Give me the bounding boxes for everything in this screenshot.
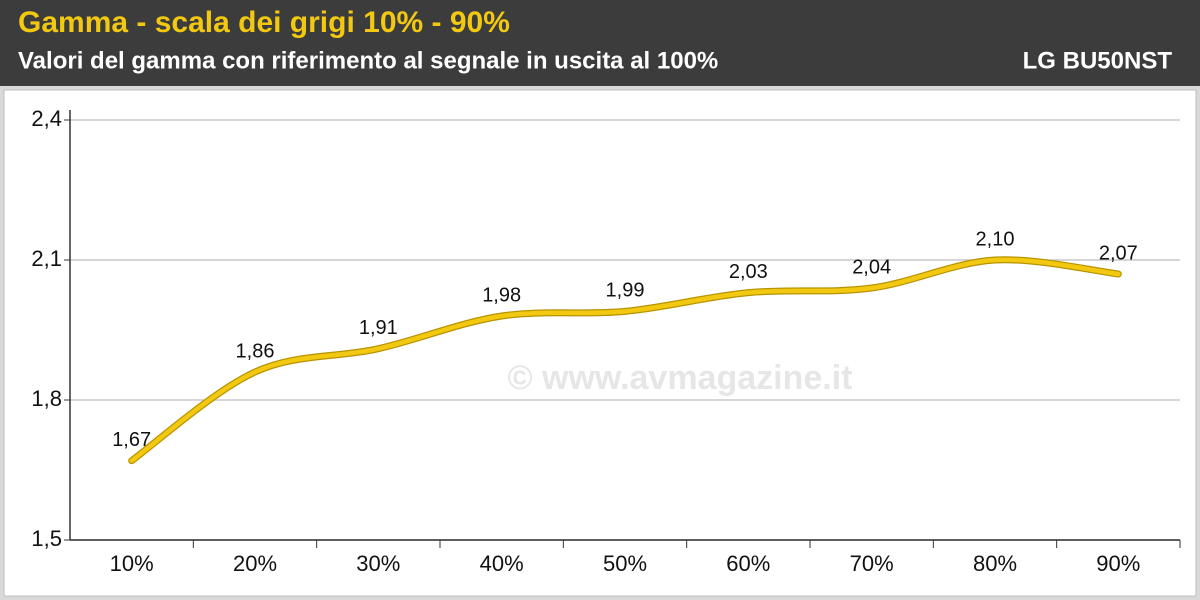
line xyxy=(129,257,1121,463)
y-tick-label: 1,8 xyxy=(31,386,62,411)
y-tick-label: 2,1 xyxy=(31,246,62,271)
value-label: 2,07 xyxy=(1099,242,1138,264)
value-label: 1,67 xyxy=(112,429,151,451)
device-name: LG BU50NST xyxy=(1023,47,1173,74)
panel xyxy=(3,89,1197,597)
x-tick-label: 50% xyxy=(603,551,647,576)
value-label: 1,86 xyxy=(236,340,275,362)
value-label: 2,10 xyxy=(976,228,1015,250)
chart-title: Gamma - scala dei grigi 10% - 90% xyxy=(18,6,510,39)
y-tick-label: 2,4 xyxy=(31,106,62,131)
x-tick-label: 70% xyxy=(850,551,894,576)
x-tick-label: 40% xyxy=(480,551,524,576)
watermark: © www.avmagazine.it xyxy=(508,359,853,397)
x-tick-label: 80% xyxy=(973,551,1017,576)
x-tick-label: 90% xyxy=(1096,551,1140,576)
x-tick-label: 30% xyxy=(356,551,400,576)
x-tick-label: 60% xyxy=(726,551,770,576)
y-tick-label: 1,5 xyxy=(31,526,62,551)
value-label: 1,98 xyxy=(482,284,521,306)
chart-subtitle: Valori del gamma con riferimento al segn… xyxy=(18,47,718,74)
value-label: 2,03 xyxy=(729,261,768,283)
value-label: 2,04 xyxy=(852,256,891,278)
value-label: 1,99 xyxy=(606,280,645,302)
x-tick-label: 20% xyxy=(233,551,277,576)
header xyxy=(0,0,1200,86)
x-tick-label: 10% xyxy=(110,551,154,576)
value-label: 1,91 xyxy=(359,317,398,339)
